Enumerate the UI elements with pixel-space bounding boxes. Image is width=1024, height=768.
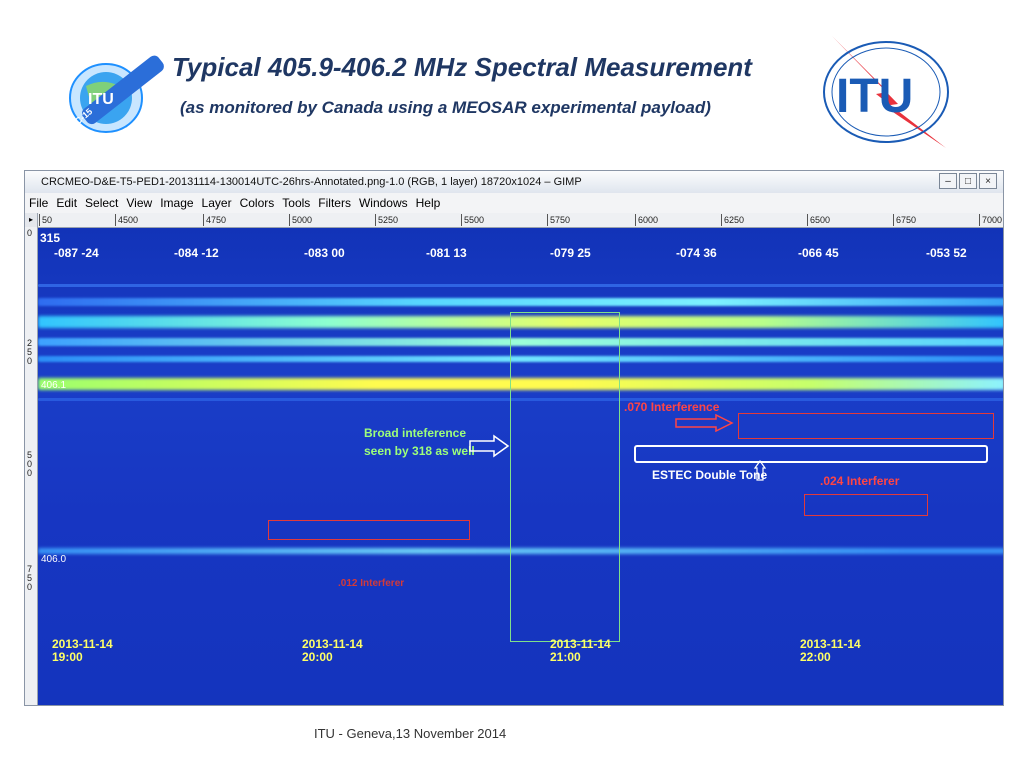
menu-select[interactable]: Select: [85, 196, 119, 210]
menu-view[interactable]: View: [126, 196, 153, 210]
menu-windows[interactable]: Windows: [358, 196, 408, 210]
interferer-024-box: [804, 494, 928, 516]
svg-text:ITU: ITU: [88, 91, 114, 108]
ruler-tick: 5250: [375, 214, 398, 226]
ruler-corner-icon[interactable]: ▸: [25, 213, 38, 227]
ruler-tick: 5000: [289, 214, 312, 226]
signal-band: [38, 316, 1003, 328]
coord-label: -083 00: [304, 246, 345, 260]
menu-file[interactable]: File: [29, 196, 49, 210]
menu-image[interactable]: Image: [160, 196, 194, 210]
signal-band: [38, 378, 1003, 390]
slide-subtitle: (as monitored by Canada using a MEOSAR e…: [180, 98, 711, 117]
coord-label: -074 36: [676, 246, 717, 260]
coord-label: -087 -24: [54, 246, 99, 260]
coord-label: -084 -12: [174, 246, 219, 260]
estec-double-tone-label: ESTEC Double Tone: [652, 468, 768, 482]
time-label: 2013-11-14 21:00: [550, 637, 611, 664]
menu-edit[interactable]: Edit: [56, 196, 78, 210]
coord-label: -066 45: [798, 246, 839, 260]
window-title: CRCMEO-D&E-T5-PED1-20131114-130014UTC-26…: [41, 176, 582, 188]
menu-tools[interactable]: Tools: [282, 196, 311, 210]
time-label: 2013-11-14 19:00: [52, 637, 113, 664]
coord-label: -081 13: [426, 246, 467, 260]
arrow-up-icon: [754, 460, 766, 481]
ruler-tick: 6250: [721, 214, 744, 226]
signal-band: [38, 548, 1003, 554]
ruler-tick: 250: [27, 338, 33, 366]
interferer-bottom-box: [268, 520, 470, 540]
menu-help[interactable]: Help: [415, 196, 441, 210]
itu-logo: ITU: [818, 30, 958, 152]
coord-label: -079 25: [550, 246, 591, 260]
slide-title: Typical 405.9-406.2 MHz Spectral Measure…: [172, 52, 752, 82]
broad-interference-box: [510, 312, 620, 642]
time-label: 2013-11-14 22:00: [800, 637, 861, 664]
vertical-ruler[interactable]: 0 250 500 750: [25, 227, 38, 705]
ruler-tick: 6500: [807, 214, 830, 226]
ruler-tick: 750: [27, 564, 33, 592]
signal-band: [38, 398, 1003, 401]
interference-070-box: [738, 413, 994, 439]
interferer-024-label: .024 Interferer: [820, 474, 900, 488]
ruler-tick: 6750: [893, 214, 916, 226]
maximize-button[interactable]: □: [959, 173, 977, 189]
signal-band: [38, 356, 1003, 362]
freq-label: 406.0: [41, 554, 67, 565]
wrc15-logo: ITU WRC-15: [56, 46, 174, 141]
ruler-tick: 6000: [635, 214, 658, 226]
spectrogram-canvas[interactable]: 315 -087 -24 -084 -12 -083 00 -081 13 -0…: [38, 228, 1003, 705]
window-titlebar[interactable]: CRCMEO-D&E-T5-PED1-20131114-130014UTC-26…: [25, 171, 1003, 193]
interference-070-label: .070 Interference: [624, 400, 720, 414]
menu-layer[interactable]: Layer: [201, 196, 232, 210]
ruler-tick: 500: [27, 450, 33, 478]
signal-band: [38, 284, 1003, 287]
ruler-tick: 7000: [979, 214, 1002, 226]
ruler-tick: 4500: [115, 214, 138, 226]
ruler-tick: 4750: [203, 214, 226, 226]
arrow-right-icon: [675, 414, 734, 432]
horizontal-ruler[interactable]: ▸ 50 4500 4750 5000 5250 5500 5750 6000 …: [25, 213, 1003, 228]
signal-band: [38, 298, 1003, 306]
ruler-tick: 50: [39, 214, 52, 226]
coord-label: -053 52: [926, 246, 967, 260]
arrow-right-icon: [469, 434, 510, 458]
slide-footer: ITU - Geneva,13 November 2014: [314, 726, 507, 741]
menu-filters[interactable]: Filters: [318, 196, 351, 210]
corner-label: 315: [40, 231, 61, 245]
signal-band: [38, 338, 1003, 346]
ruler-tick: 0: [27, 228, 33, 238]
minimize-button[interactable]: –: [939, 173, 957, 189]
ruler-tick: 5750: [547, 214, 570, 226]
menu-colors[interactable]: Colors: [239, 196, 275, 210]
time-label: 2013-11-14 20:00: [302, 637, 363, 664]
freq-label: 406.1: [41, 380, 67, 391]
close-button[interactable]: ×: [979, 173, 997, 189]
interferer-bottom-label: .012 Interferer: [338, 578, 405, 589]
menu-bar: File Edit Select View Image Layer Colors…: [25, 193, 1003, 213]
ruler-tick: 5500: [461, 214, 484, 226]
svg-text:ITU: ITU: [836, 70, 913, 123]
gimp-window: CRCMEO-D&E-T5-PED1-20131114-130014UTC-26…: [24, 170, 1004, 706]
broad-interference-label: Broad inteference seen by 318 as well: [364, 426, 475, 458]
estec-double-tone-box: [634, 445, 988, 463]
